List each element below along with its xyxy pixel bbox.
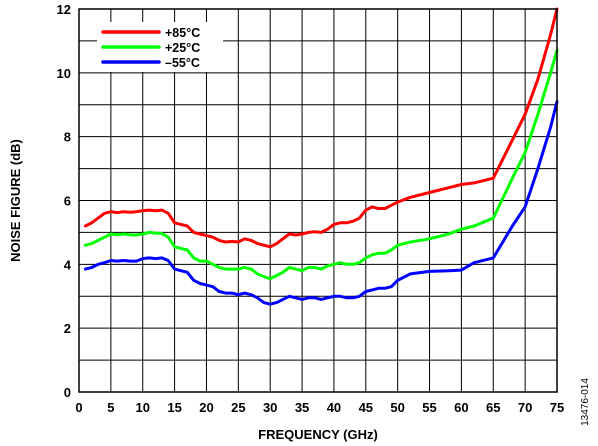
y-tick-label: 12	[57, 2, 71, 17]
tick-labels: 0 5 10 15 20 25 30 35 40 45 50 55 60 65 70 75 0 2 4 6 8 10 12	[57, 2, 565, 415]
x-tick-label: 0	[75, 400, 82, 415]
plot-frame	[78, 8, 558, 393]
x-tick-label: 55	[422, 400, 436, 415]
y-axis-title: NOISE FIGURE (dB)	[8, 139, 23, 262]
x-tick-label: 60	[454, 400, 468, 415]
x-tick-label: 10	[135, 400, 149, 415]
legend-label: +85°C	[165, 26, 200, 40]
series-line-0	[83, 7, 559, 249]
x-tick-label: 25	[231, 400, 245, 415]
x-tick-label: 65	[486, 400, 500, 415]
grid	[79, 9, 557, 392]
legend: +85°C+25°C–55°C	[97, 22, 223, 72]
x-tick-label: 5	[107, 400, 114, 415]
y-tick-label: 4	[64, 257, 72, 272]
x-axis-title: FREQUENCY (GHz)	[258, 427, 378, 442]
figure-id: 13476-014	[580, 378, 591, 426]
x-tick-label: 75	[550, 400, 564, 415]
legend-label: +25°C	[165, 41, 200, 55]
legend-label: –55°C	[165, 56, 200, 70]
x-tick-label: 35	[295, 400, 309, 415]
x-tick-label: 30	[263, 400, 277, 415]
x-tick-label: 70	[518, 400, 532, 415]
x-tick-label: 40	[327, 400, 341, 415]
y-tick-label: 10	[57, 66, 71, 81]
y-tick-label: 2	[64, 321, 71, 336]
x-tick-label: 20	[199, 400, 213, 415]
series-line-1	[83, 49, 559, 281]
series-line-2	[83, 100, 559, 306]
y-tick-label: 6	[64, 194, 71, 209]
y-tick-label: 0	[64, 385, 71, 400]
x-tick-label: 15	[167, 400, 181, 415]
series-lines	[83, 7, 559, 306]
x-tick-label: 50	[390, 400, 404, 415]
x-tick-label: 45	[359, 400, 373, 415]
y-tick-label: 8	[64, 130, 71, 145]
